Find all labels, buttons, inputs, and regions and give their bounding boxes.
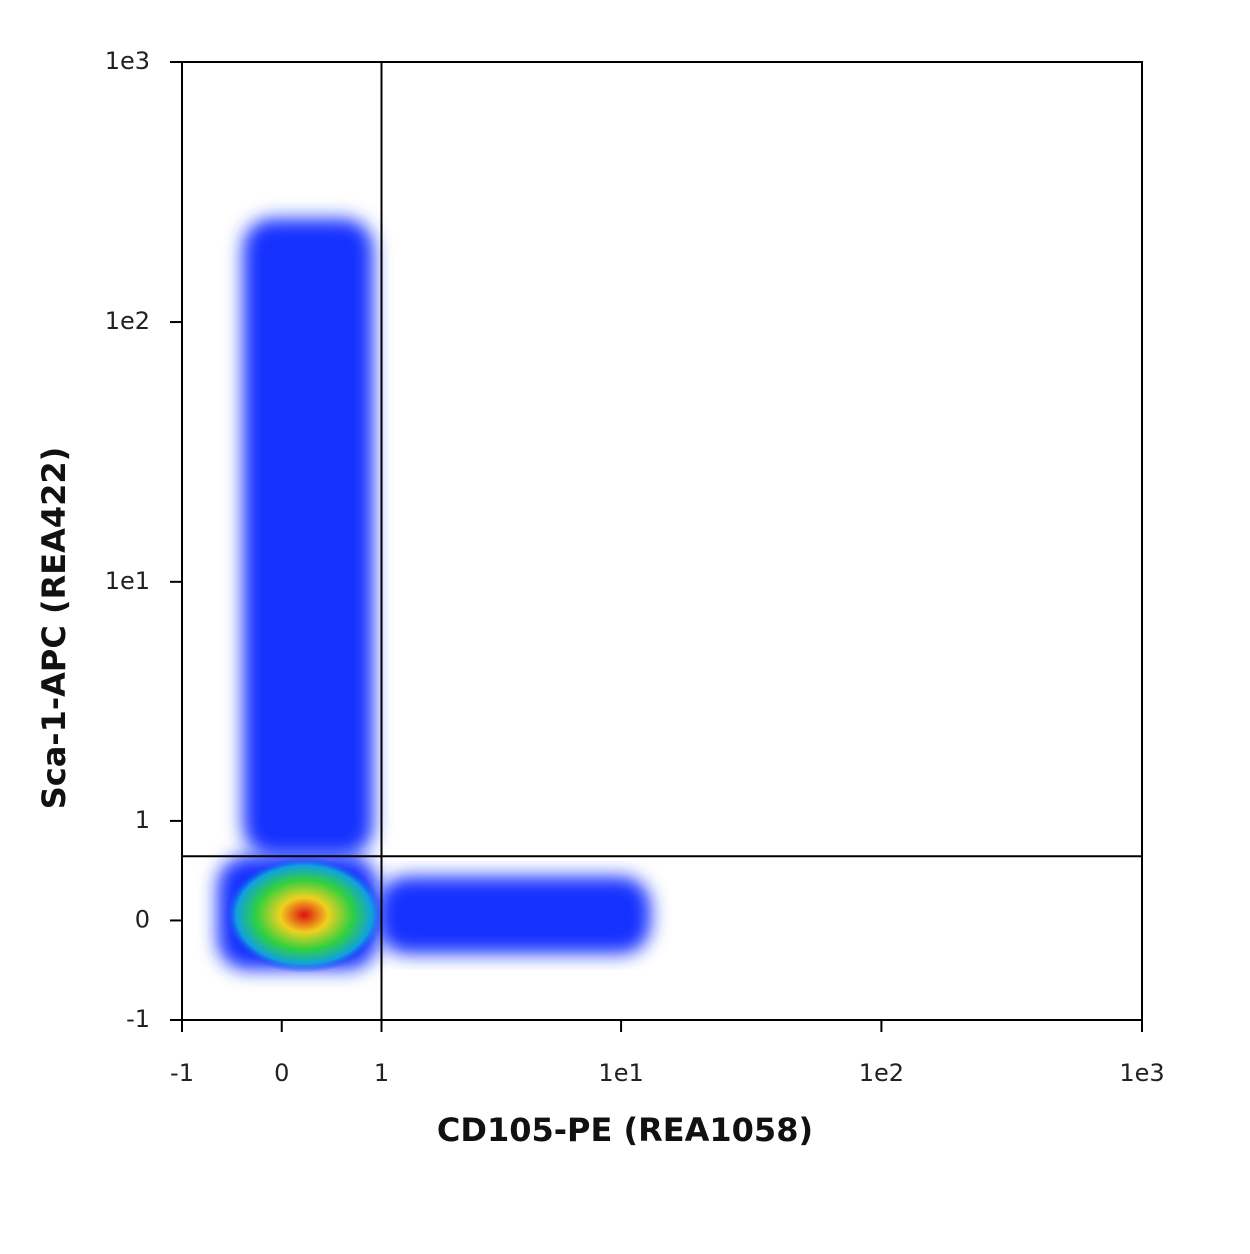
plot-frame	[181, 61, 1143, 1021]
x-tick-label: 1e1	[598, 1059, 643, 1087]
x-tick-label: 0	[274, 1059, 289, 1087]
x-tick-label: 1	[374, 1059, 389, 1087]
y-tick-label: 0	[135, 905, 150, 933]
x-tick-label: -1	[170, 1059, 194, 1087]
x-tick-label: 1e3	[1119, 1059, 1164, 1087]
y-tick-label: 1	[135, 806, 150, 834]
x-tick-label: 1e2	[859, 1059, 904, 1087]
y-axis-title: Sca-1-APC (REA422)	[35, 447, 73, 810]
y-tick-label: 1e2	[105, 307, 150, 335]
y-tick-label: 1e1	[105, 567, 150, 595]
x-axis-title: CD105-PE (REA1058)	[437, 1111, 813, 1149]
y-tick-label: 1e3	[105, 47, 150, 75]
density-layer	[217, 218, 651, 973]
population	[377, 876, 651, 954]
population	[242, 218, 374, 857]
y-tick-label: -1	[126, 1005, 150, 1033]
density-peak	[224, 856, 385, 973]
